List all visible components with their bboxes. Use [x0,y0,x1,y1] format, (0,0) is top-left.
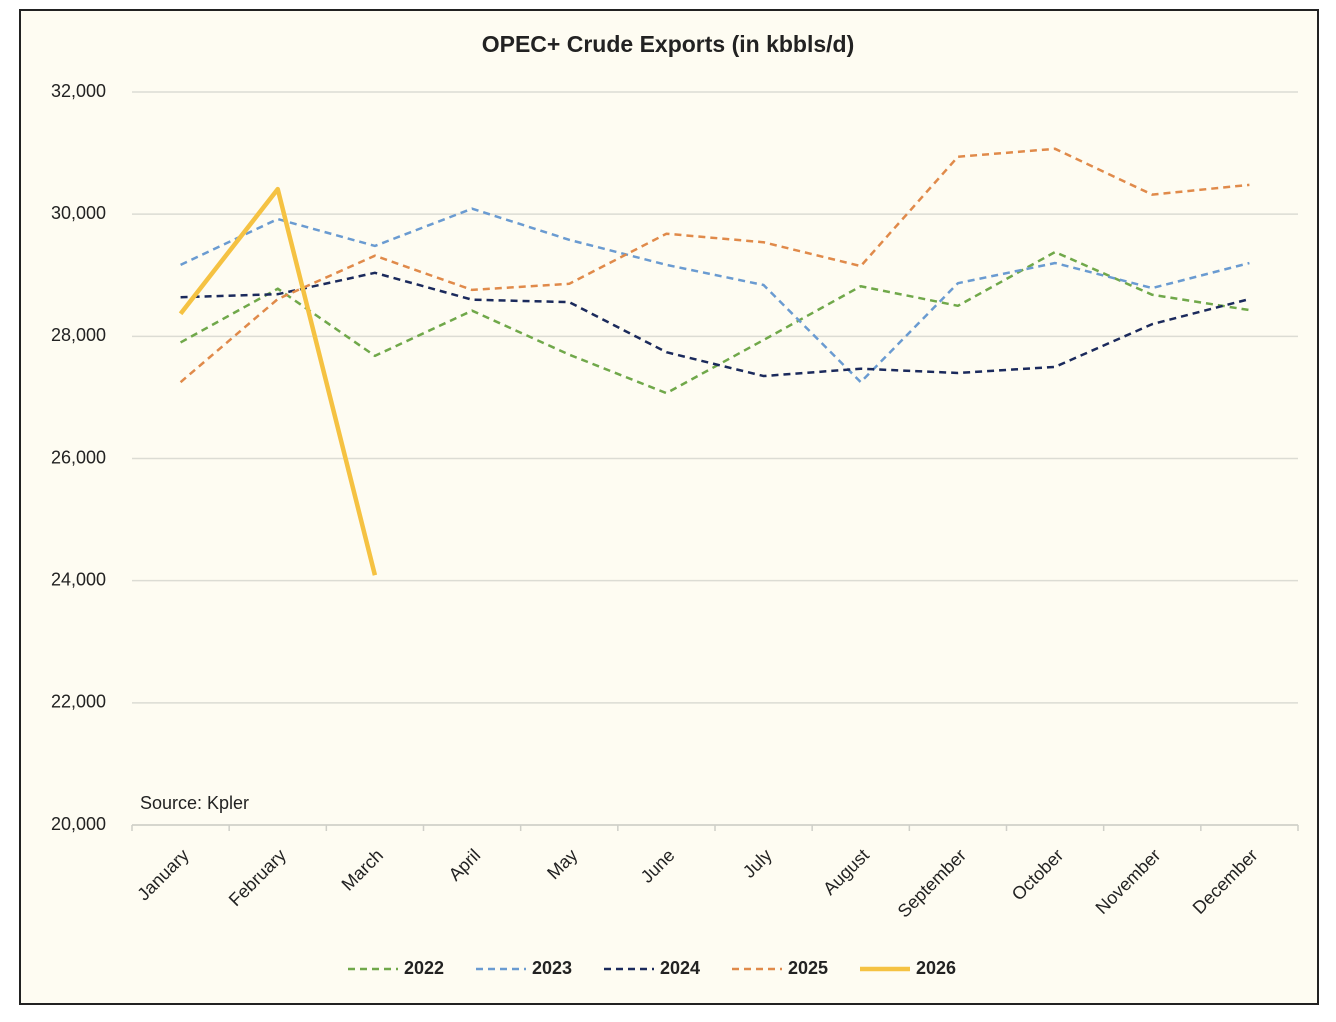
legend-text: 2026 [916,958,956,978]
series-line [180,271,1250,378]
source-note: Source: Kpler [140,793,249,813]
legend-text: 2023 [532,958,572,978]
y-tick-label: 32,000 [51,81,106,101]
y-tick-label: 26,000 [51,447,106,467]
legend-text: 2025 [788,958,828,978]
legend-text: 2024 [660,958,700,978]
legend-text: 2022 [404,958,444,978]
series-line [178,186,378,576]
series-line [180,207,1250,384]
y-tick-label: 22,000 [51,692,106,712]
series-line [179,147,1250,384]
chart-title: OPEC+ Crude Exports (in kbbls/d) [482,31,855,57]
y-tick-label: 30,000 [51,203,106,223]
series-line [179,250,1250,395]
chart-frame [19,9,1319,1005]
y-tick-label: 28,000 [51,325,106,345]
y-tick-label: 24,000 [51,569,106,589]
y-tick-label: 20,000 [51,814,106,834]
